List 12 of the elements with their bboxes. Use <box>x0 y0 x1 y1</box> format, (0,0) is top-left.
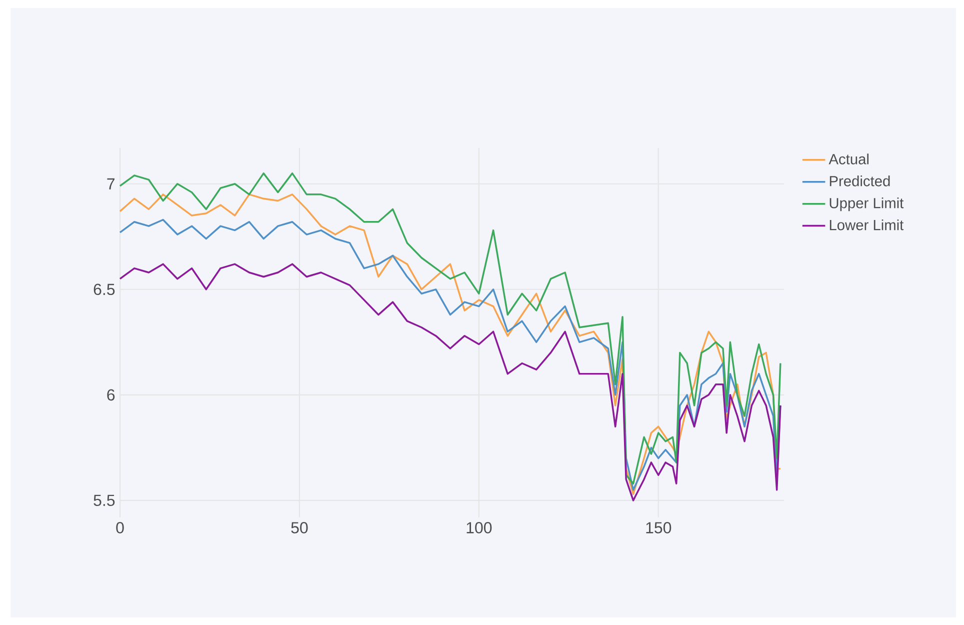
legend-label: Actual <box>828 153 868 164</box>
y-tick-label: 6.5 <box>94 284 115 295</box>
x-tick-label: 0 <box>116 522 124 534</box>
legend-label: Predicted <box>830 175 890 186</box>
x-tick-label: 50 <box>291 522 308 534</box>
x-tick-label: 100 <box>466 522 492 534</box>
legend-label: Upper Limit <box>830 197 904 212</box>
legend-label: Lower Limit <box>830 219 904 230</box>
y-tick-label: 5.5 <box>94 494 115 506</box>
y-tick-label: 6 <box>107 389 115 400</box>
y-tick-label: 7 <box>107 178 114 190</box>
x-tick-label: 150 <box>646 522 672 534</box>
